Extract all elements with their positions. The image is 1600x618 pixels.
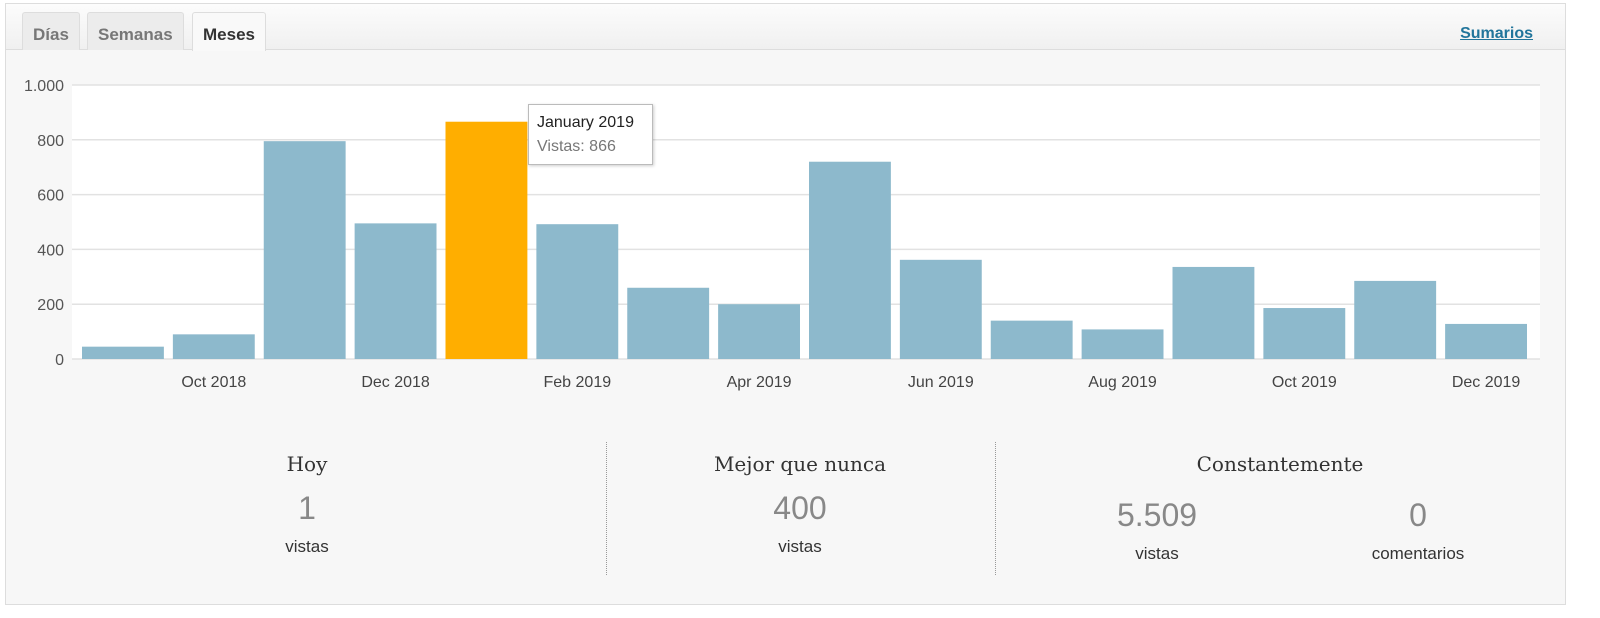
stat-alltime-heading-wrap: Constantemente: [1150, 452, 1410, 476]
stat-label: vistas: [1135, 544, 1179, 563]
x-tick-label: Feb 2019: [544, 374, 612, 391]
views-bar-chart: 0 200 400 600 800 1.000 Oct 2018 Dec 2018 Feb 20…: [24, 78, 1540, 391]
tooltip-title: January 2019: [537, 114, 634, 131]
x-tick-label: Dec 2019: [1452, 374, 1521, 391]
y-tick-label: 600: [37, 188, 64, 205]
bar-nov-2019: [1354, 280, 1437, 359]
divider: [606, 442, 607, 575]
y-tick-label: 200: [37, 297, 64, 314]
x-tick-label: Aug 2019: [1088, 374, 1157, 391]
bar-sep-2018: [82, 346, 164, 359]
y-tick-label: 400: [37, 242, 64, 259]
stat-heading: Hoy: [286, 452, 328, 476]
stat-label: vistas: [285, 537, 329, 556]
stat-heading: Constantemente: [1196, 452, 1364, 476]
bar-nov-2018: [263, 141, 346, 359]
tooltip-value: Vistas: 866: [537, 138, 616, 155]
stat-value: 1: [298, 490, 316, 526]
chart-tooltip: January 2019 Vistas: 866: [528, 104, 653, 165]
x-tick-label: Oct 2018: [181, 374, 246, 391]
stat-label: vistas: [778, 537, 822, 556]
tab-bar: Días Semanas Meses Sumarios: [6, 4, 1565, 51]
stat-label: comentarios: [1371, 544, 1465, 563]
x-tick-label: Oct 2019: [1272, 374, 1337, 391]
bar-sep-2019: [1172, 266, 1255, 359]
x-tick-label: Jun 2019: [908, 374, 974, 391]
x-tick-label: Dec 2018: [361, 374, 430, 391]
bar-oct-2019: [1263, 308, 1346, 359]
bar-feb-2019: [536, 224, 619, 359]
tab-days[interactable]: Días: [22, 12, 80, 50]
stat-value: 5.509: [1116, 497, 1198, 533]
bar-jun-2019: [899, 259, 982, 359]
bar-oct-2018: [172, 334, 255, 359]
y-tick-label: 1.000: [24, 78, 64, 95]
bar-may-2019: [809, 161, 891, 359]
bar-aug-2019: [1081, 329, 1164, 359]
tab-weeks[interactable]: Semanas: [87, 12, 184, 50]
stat-alltime-comments: 0 comentarios: [1318, 497, 1518, 564]
y-tick-label: 0: [55, 352, 64, 369]
divider: [995, 442, 996, 575]
stat-today: Hoy 1 vistas: [207, 452, 407, 557]
stat-heading: Mejor que nunca: [713, 452, 887, 476]
bar-mar-2019: [627, 287, 710, 359]
bar-dec-2018: [354, 223, 437, 359]
bar-jul-2019: [990, 320, 1073, 359]
stat-value: 400: [773, 490, 827, 526]
tab-months[interactable]: Meses: [192, 12, 266, 51]
bar-apr-2019: [718, 304, 800, 359]
bar-dec-2019: [1445, 323, 1527, 359]
y-tick-label: 800: [37, 133, 64, 150]
bar-jan-2019: [445, 121, 528, 359]
stat-alltime-views: 5.509 vistas: [1057, 497, 1257, 564]
x-tick-label: Apr 2019: [727, 374, 792, 391]
stat-best: Mejor que nunca 400 vistas: [680, 452, 920, 557]
stat-value: 0: [1409, 497, 1427, 533]
summaries-link[interactable]: Sumarios: [1460, 25, 1533, 42]
